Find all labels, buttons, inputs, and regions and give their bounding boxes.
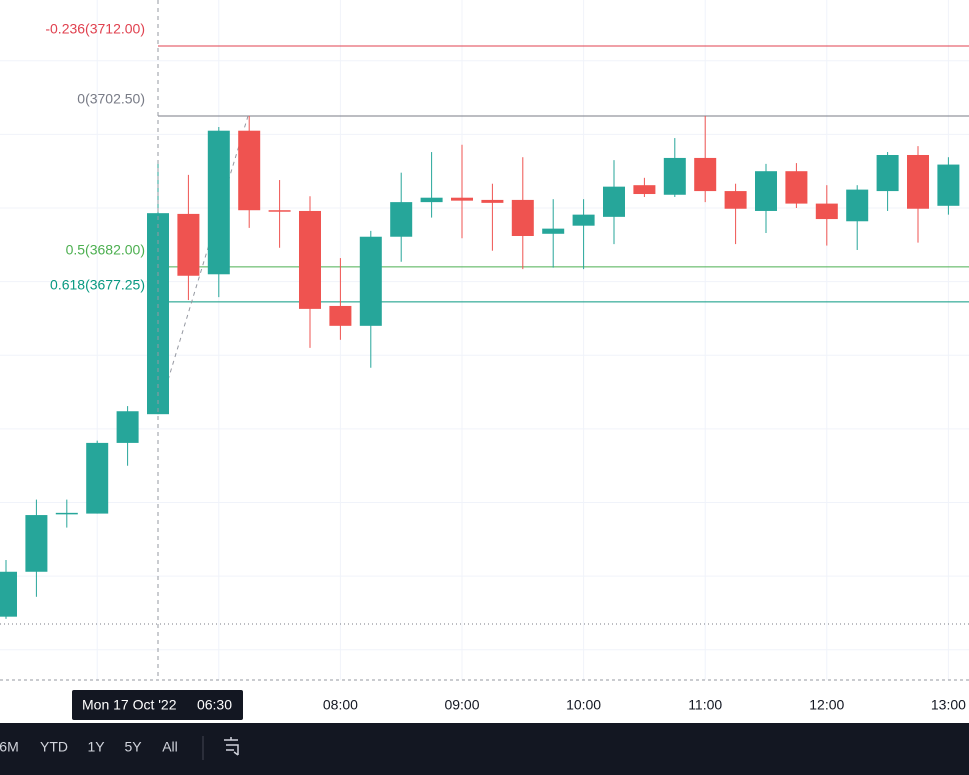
candle-body (755, 171, 777, 211)
candle-body (907, 154, 929, 209)
candle-body (876, 154, 899, 192)
candle-body (572, 214, 595, 226)
candle-body (785, 171, 808, 204)
candle-body (299, 210, 321, 309)
fib-level-label: 0.5(3682.00) (66, 242, 145, 258)
candle-body (177, 213, 200, 276)
candle-body (603, 186, 625, 217)
range-button[interactable]: 5Y (124, 739, 142, 755)
x-tick-label: 09:00 (444, 697, 479, 713)
range-button[interactable]: 6M (0, 739, 19, 755)
fib-level-label: 0.618(3677.25) (50, 277, 145, 293)
candle-body (481, 199, 504, 203)
candle-body (420, 197, 443, 203)
crosshair-date: Mon 17 Oct '22 (82, 697, 177, 713)
range-button[interactable]: All (162, 739, 178, 755)
x-tick-label: 08:00 (323, 697, 358, 713)
candle-body (329, 305, 352, 326)
candle-body (663, 157, 686, 195)
fib-level-label: -0.236(3712.00) (45, 21, 145, 37)
candle-body (390, 202, 413, 237)
candle-body (25, 515, 48, 572)
candle-body (542, 228, 565, 234)
candle-body (55, 512, 78, 515)
candle-body (846, 189, 869, 222)
candle-body (937, 164, 960, 206)
crosshair-time: 06:30 (197, 697, 232, 713)
candle-body (207, 130, 230, 275)
compare-icon[interactable] (224, 737, 239, 756)
fib-level-label: 0(3702.50) (77, 91, 145, 107)
candle-body (694, 157, 717, 192)
candle-body (633, 185, 656, 195)
x-tick-label: 12:00 (809, 697, 844, 713)
x-tick-label: 11:00 (688, 697, 722, 713)
candle-body (815, 203, 838, 220)
x-tick-label: 10:00 (566, 697, 601, 713)
candle-body (451, 197, 473, 201)
candle-body (359, 236, 382, 326)
toolbar-background (0, 723, 969, 775)
candle-body (86, 442, 109, 514)
candle-body (268, 210, 291, 212)
plot-background (0, 0, 969, 723)
x-tick-label: 13:00 (931, 697, 966, 713)
range-button[interactable]: YTD (40, 739, 68, 755)
candle-body (0, 571, 17, 617)
range-button[interactable]: 1Y (87, 739, 105, 755)
candle-body (238, 130, 261, 211)
candle-body (116, 411, 139, 443)
crosshair-label-box (72, 690, 243, 720)
candle-body (511, 199, 534, 236)
candle-body (724, 191, 747, 209)
